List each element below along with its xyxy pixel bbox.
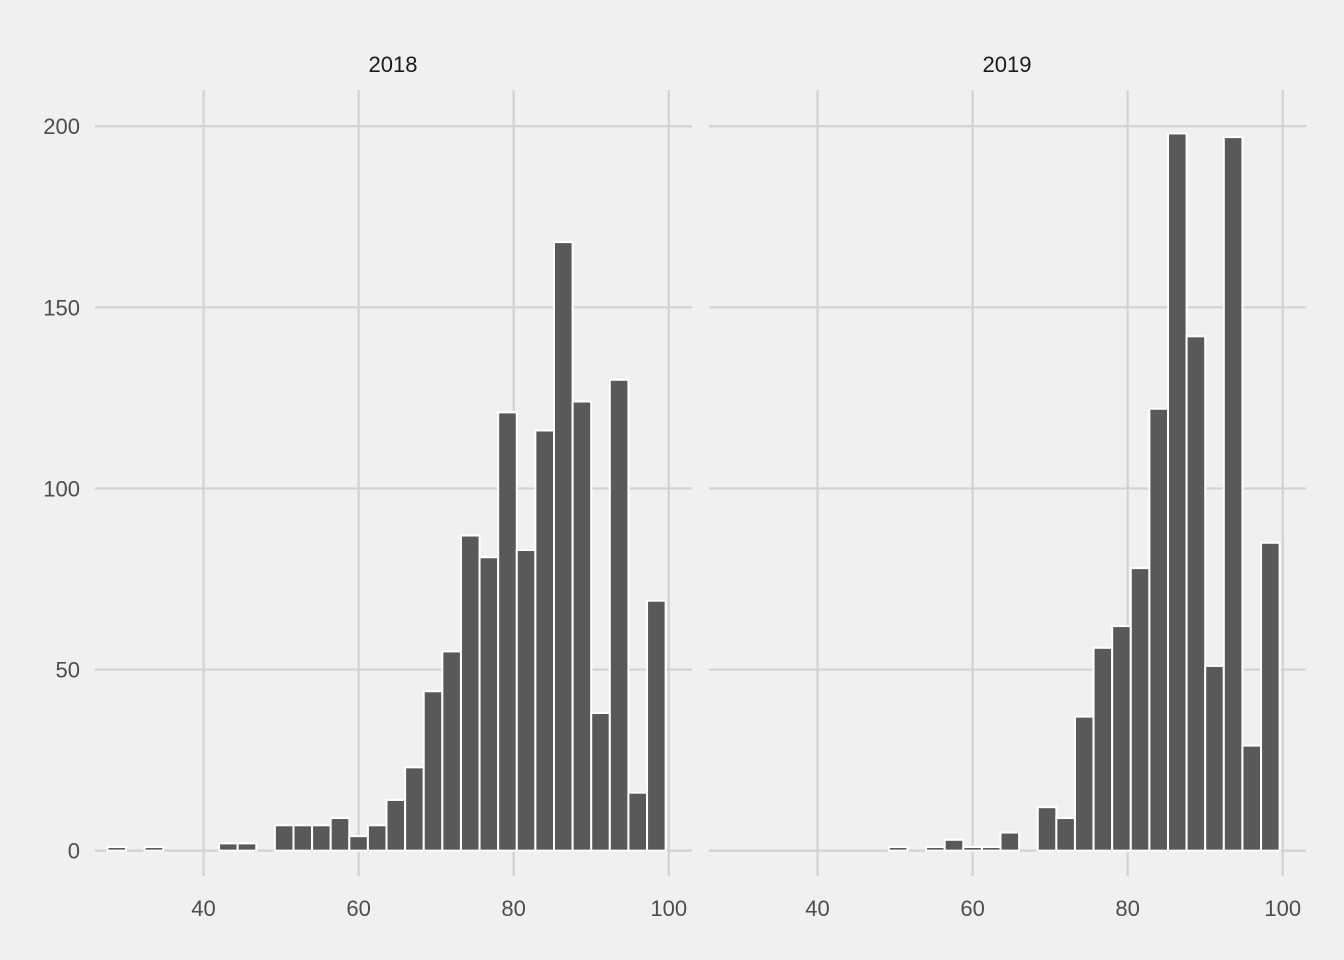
histogram-bar (1055, 817, 1076, 852)
histogram-bar (236, 842, 258, 852)
x-tick-label: 80 (1115, 896, 1139, 921)
histogram-bar (1073, 715, 1095, 852)
histogram-bar (943, 838, 965, 852)
histogram-bar (1148, 407, 1169, 852)
histogram-bar (999, 831, 1021, 852)
histogram-bar (1166, 132, 1188, 852)
y-tick-label: 200 (43, 114, 80, 139)
histogram-bar (1129, 567, 1151, 852)
x-tick-label: 80 (501, 896, 525, 921)
histogram-bar (1260, 541, 1281, 852)
x-tick-label: 40 (191, 896, 215, 921)
histogram-bar (273, 824, 295, 852)
histogram-bar (1241, 744, 1263, 852)
histogram-bar (571, 400, 593, 852)
histogram-bar (1185, 335, 1207, 852)
histogram-bar (627, 791, 649, 852)
y-tick-label: 150 (43, 295, 80, 320)
panel-title-2018: 2018 (369, 52, 418, 77)
histogram-bar (143, 846, 165, 852)
histogram-bar (404, 766, 425, 852)
x-tick-label: 100 (1264, 896, 1301, 921)
histogram-bar (311, 824, 332, 852)
histogram-bar (515, 549, 537, 852)
histogram-bar (980, 846, 1002, 852)
histogram-bar (1092, 646, 1114, 852)
histogram-bar (925, 846, 946, 852)
histogram-bar (106, 846, 128, 852)
y-tick-label: 0 (68, 839, 80, 864)
histogram-bar (534, 429, 555, 852)
panel-2018: 2018 40 60 80 100 0 50 100 150 200 (43, 52, 692, 921)
y-tick-label: 100 (43, 476, 80, 501)
x-tick-label: 60 (346, 896, 370, 921)
histogram-bar (385, 798, 407, 852)
panel-2019: 2019 40 60 80 100 (709, 52, 1306, 921)
histogram-bar (1111, 625, 1132, 852)
histogram-bar (646, 599, 667, 852)
x-tick-label: 100 (650, 896, 687, 921)
histogram-bar (590, 712, 611, 852)
histogram-bar (887, 846, 909, 852)
histogram-bar (218, 842, 239, 852)
histogram-bar (552, 241, 574, 852)
x-tick-label: 60 (960, 896, 984, 921)
x-tick-label: 40 (805, 896, 829, 921)
histogram-bar (422, 690, 444, 852)
histogram-bar (348, 835, 369, 852)
histogram-bar (292, 824, 314, 852)
histogram-bar (1204, 664, 1225, 852)
panel-title-2019: 2019 (983, 52, 1032, 77)
histogram-bar (478, 556, 500, 852)
y-tick-label: 50 (56, 658, 80, 683)
histogram-bar (441, 650, 462, 852)
histogram-bar (329, 817, 351, 852)
histogram-bar (962, 846, 983, 852)
histogram-bar (366, 824, 388, 852)
histogram-bar (1036, 806, 1058, 852)
histogram-bar (1222, 136, 1244, 852)
histogram-bar (459, 534, 481, 852)
histogram-bar (608, 378, 630, 852)
histogram-bar (497, 411, 518, 852)
